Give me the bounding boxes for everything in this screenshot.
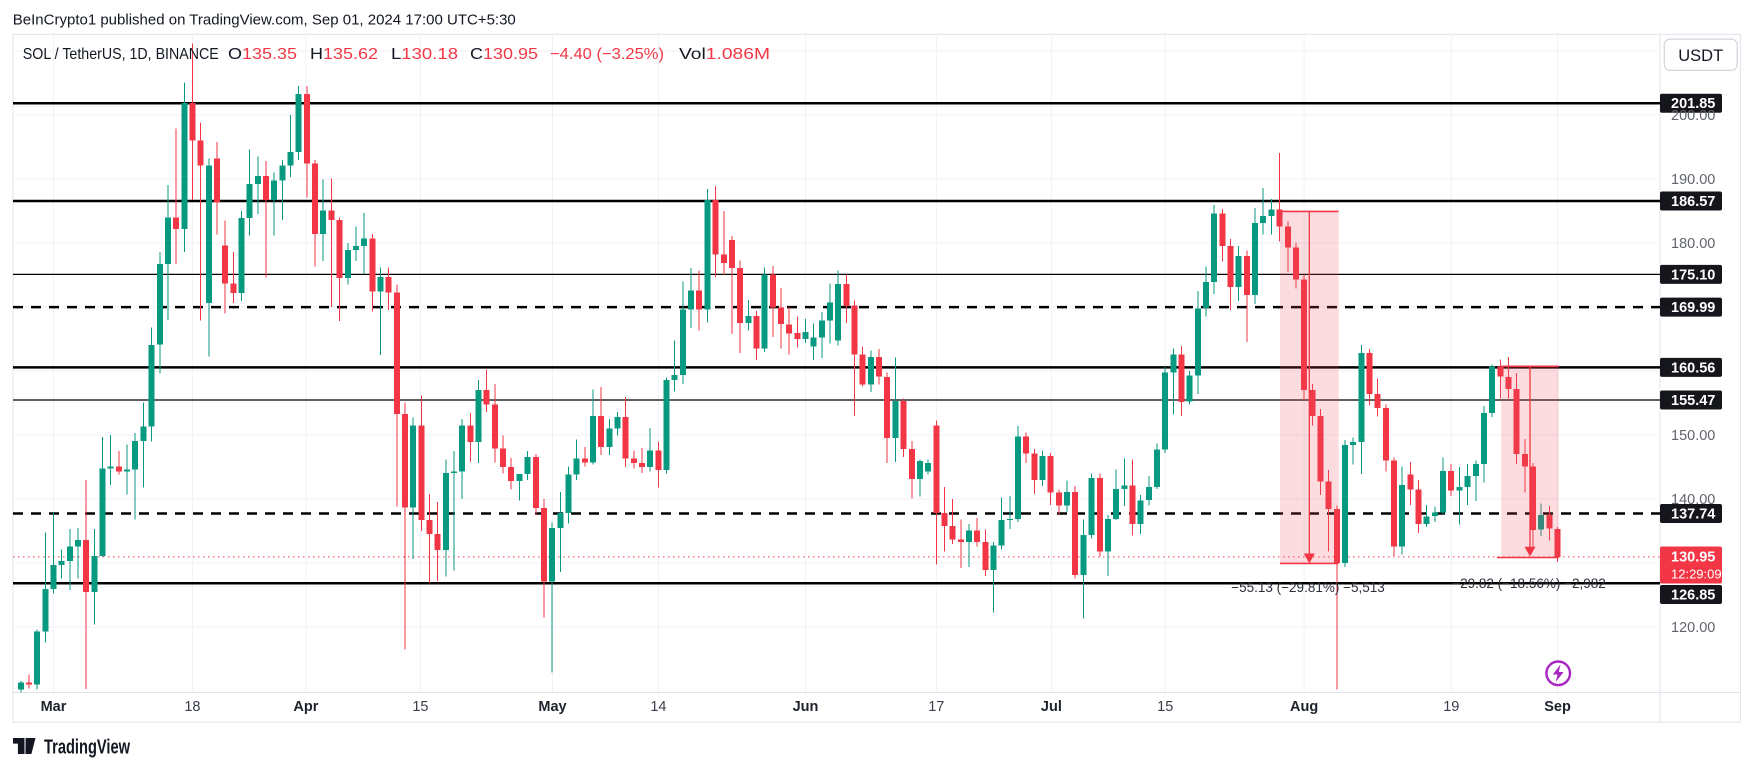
svg-text:130.95: 130.95 (1671, 550, 1715, 566)
svg-text:−4.40 (−3.25%): −4.40 (−3.25%) (550, 46, 664, 63)
svg-text:19: 19 (1443, 699, 1459, 715)
svg-text:Jun: Jun (793, 699, 819, 715)
svg-text:169.99: 169.99 (1671, 300, 1715, 316)
svg-text:Aug: Aug (1290, 699, 1318, 715)
svg-text:12:29:09: 12:29:09 (1671, 567, 1722, 582)
svg-text:USDT: USDT (1678, 47, 1723, 65)
svg-text:186.57: 186.57 (1671, 194, 1715, 210)
svg-text:15: 15 (412, 699, 428, 715)
svg-text:Sep: Sep (1544, 699, 1571, 715)
svg-text:SOL / TetherUS, 1D, BINANCE: SOL / TetherUS, 1D, BINANCE (23, 46, 219, 63)
svg-text:160.56: 160.56 (1671, 360, 1715, 376)
svg-text:150.00: 150.00 (1671, 428, 1715, 444)
svg-text:15: 15 (1157, 699, 1173, 715)
svg-text:Jul: Jul (1041, 699, 1062, 715)
svg-text:Mar: Mar (41, 699, 67, 715)
svg-text:Apr: Apr (293, 699, 318, 715)
svg-text:H135.62: H135.62 (310, 46, 378, 63)
svg-text:190.00: 190.00 (1671, 172, 1715, 188)
svg-text:18: 18 (184, 699, 200, 715)
svg-text:155.47: 155.47 (1671, 393, 1715, 409)
svg-text:C130.95: C130.95 (470, 46, 538, 63)
svg-text:−29.82 (−18.56%) −2,982: −29.82 (−18.56%) −2,982 (1452, 576, 1606, 591)
svg-text:May: May (538, 699, 566, 715)
svg-text:200.00: 200.00 (1671, 108, 1715, 124)
svg-text:14: 14 (650, 699, 666, 715)
svg-text:175.10: 175.10 (1671, 267, 1715, 283)
svg-text:140.00: 140.00 (1671, 492, 1715, 508)
svg-text:L130.18: L130.18 (391, 46, 458, 63)
svg-text:137.74: 137.74 (1671, 507, 1715, 523)
svg-text:−55.13 (−29.81%) −5,513: −55.13 (−29.81%) −5,513 (1231, 580, 1385, 595)
svg-text:126.85: 126.85 (1671, 588, 1715, 604)
svg-text:BeInCrypto1 published on Tradi: BeInCrypto1 published on TradingView.com… (13, 12, 516, 29)
svg-text:TradingView: TradingView (44, 737, 130, 759)
svg-text:180.00: 180.00 (1671, 236, 1715, 252)
svg-text:17: 17 (928, 699, 944, 715)
svg-text:120.00: 120.00 (1671, 620, 1715, 636)
svg-text:O135.35: O135.35 (228, 46, 297, 63)
svg-text:201.85: 201.85 (1671, 96, 1715, 112)
